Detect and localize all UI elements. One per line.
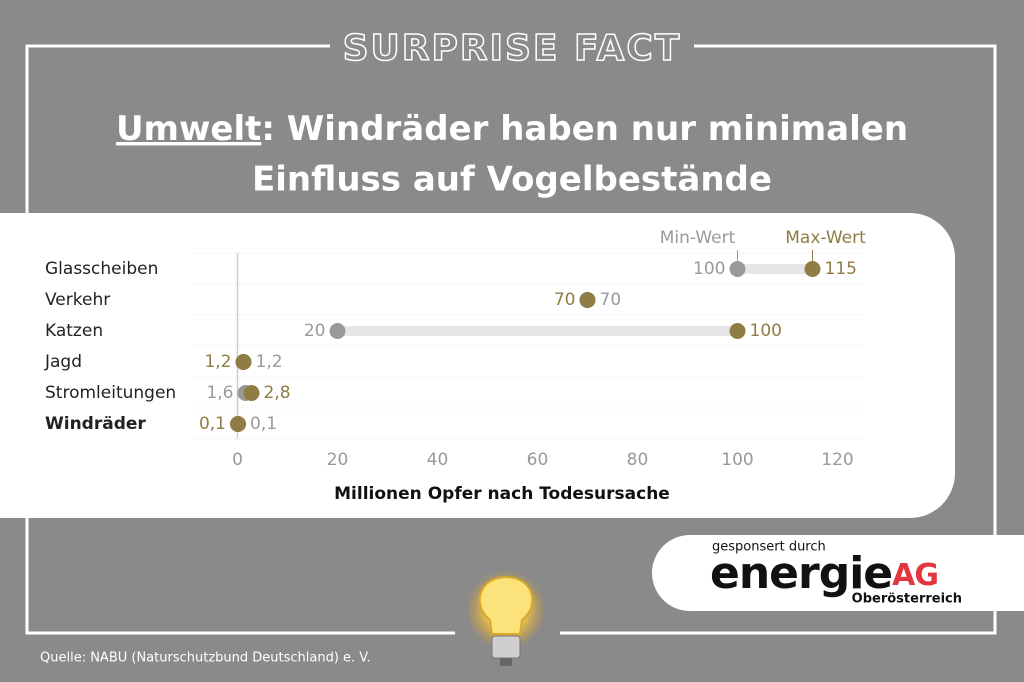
- legend-entry: Min-Wert: [660, 228, 736, 248]
- category-label: Glasscheiben: [45, 259, 158, 279]
- bulb-icon: [466, 570, 546, 666]
- value-label: 1,2: [256, 352, 283, 372]
- legend-entry: Max-Wert: [785, 228, 866, 248]
- category-label: Verkehr: [45, 290, 110, 310]
- source: Quelle: NABU (Naturschutzbund Deutschlan…: [40, 651, 371, 666]
- value-label: 1,2: [204, 352, 231, 372]
- min-dot: [329, 323, 346, 339]
- title-highlight: Umwelt: [116, 109, 261, 149]
- max-dot: [729, 323, 746, 339]
- sponsor-region: Oberösterreich: [852, 592, 962, 607]
- header: SURPRISE FACT: [343, 28, 682, 69]
- chart-panel: [0, 213, 955, 518]
- value-label: 0,1: [199, 414, 226, 434]
- x-tick-label: 60: [527, 450, 549, 470]
- value-label: 0,1: [250, 414, 277, 434]
- x-tick-label: 120: [821, 450, 853, 470]
- min-dot: [729, 261, 746, 277]
- brand: energie: [710, 548, 892, 599]
- title-text: Einfluss auf Vogelbestände: [252, 160, 772, 200]
- range-bar: [337, 326, 738, 336]
- max-dot: [230, 416, 246, 432]
- title-line: Umwelt: Windräder haben nur minimalen: [116, 109, 908, 149]
- x-tick-label: 80: [627, 450, 649, 470]
- x-tick-label: 100: [721, 450, 753, 470]
- value-label: 70: [554, 290, 576, 310]
- sponsor-brand: energieAG: [710, 548, 938, 599]
- sponsor-intro: gesponsert durch: [712, 540, 826, 555]
- category-label: Katzen: [45, 321, 103, 341]
- category-label: Jagd: [44, 352, 82, 372]
- brand-suffix: AG: [892, 558, 938, 593]
- max-dot: [579, 292, 596, 308]
- value-label: 100: [750, 321, 782, 341]
- max-dot: [804, 261, 821, 277]
- plot: 0 20 40 60 80 100 120 Min-Wert Max-Wert Glasschei…: [44, 228, 866, 470]
- x-axis-label: Millionen Opfer nach Todesursache: [334, 484, 670, 504]
- x-tick-label: 0: [232, 450, 243, 470]
- range-bar: [737, 264, 813, 274]
- value-label: 1,6: [206, 383, 233, 403]
- max-dot: [235, 354, 252, 370]
- value-label: 100: [693, 259, 725, 279]
- value-label: 20: [304, 321, 326, 341]
- x-tick-label: 20: [327, 450, 349, 470]
- title-text: : Windräder haben nur minimalen: [261, 109, 908, 149]
- max-dot: [243, 385, 260, 401]
- value-label: 70: [600, 290, 622, 310]
- x-tick-label: 40: [427, 450, 449, 470]
- category-label: Windräder: [45, 414, 146, 434]
- value-label: 115: [825, 259, 857, 279]
- category-label: Stromleitungen: [45, 383, 176, 403]
- value-label: 2,8: [264, 383, 291, 403]
- sponsor-panel: [652, 535, 1024, 611]
